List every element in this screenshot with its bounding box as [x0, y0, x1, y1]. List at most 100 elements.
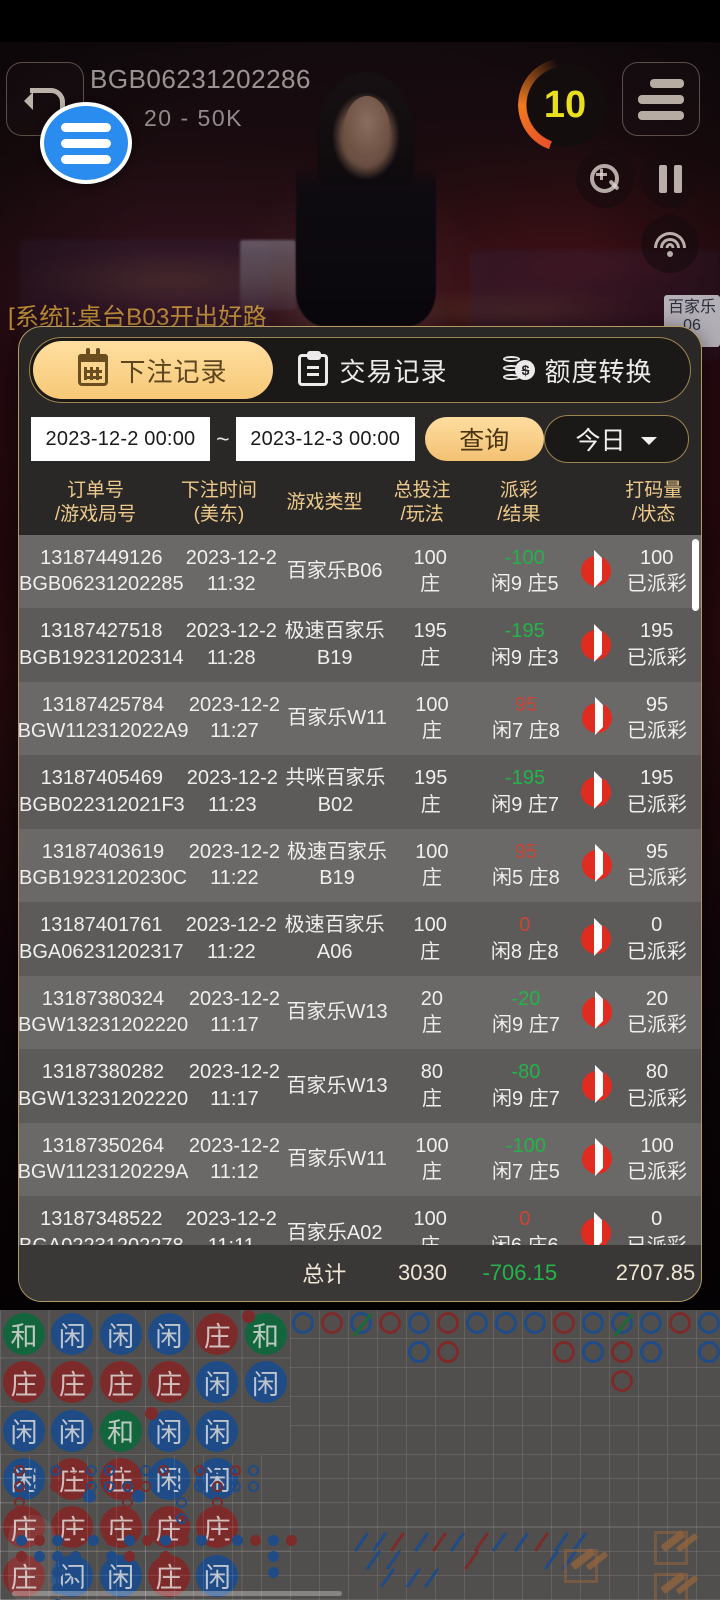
- cell-order: 13187449126 BGB06231202285: [19, 546, 184, 596]
- cockroach-road-mark: [250, 1535, 261, 1546]
- play-replay-icon[interactable]: [580, 556, 611, 587]
- records-list[interactable]: 13187449126 BGB06231202285 2023-12-2 11:32 百…: [19, 534, 701, 1245]
- cockroach-road-mark: [52, 1567, 63, 1578]
- cell-replay[interactable]: [580, 1049, 613, 1123]
- table-row[interactable]: 13187425784 BGW112312022A9 2023-12-2 11:27 百…: [19, 681, 701, 756]
- menu-fab-button[interactable]: [40, 102, 132, 184]
- table-row[interactable]: 13187380282 BGW13231202220 2023-12-2 11:17 百…: [19, 1049, 701, 1123]
- cell-game: 极速百家乐 B19: [284, 620, 385, 669]
- big-road-mark: [669, 1312, 691, 1334]
- table-id-label: BGB06231202286: [90, 64, 311, 94]
- road-hatch-mark: [449, 1532, 466, 1552]
- roadmap-area[interactable]: 和庄闲闲庄庄闲庄闲庄庄闲闲庄和庄庄闲闲庄闲闲庄庄庄闲闲闲庄闲和闲: [0, 1310, 720, 1600]
- table-row[interactable]: 13187350264 BGW1123120229A 2023-12-2 11:12 百…: [19, 1122, 701, 1197]
- cell-replay[interactable]: [579, 535, 612, 609]
- small-road-mark: [50, 1481, 61, 1492]
- roadmap-scrollbar[interactable]: [12, 1591, 342, 1596]
- cell-order: 13187401761 BGA06231202317: [19, 914, 184, 963]
- big-road-mark: [553, 1312, 575, 1334]
- play-replay-icon[interactable]: [580, 923, 611, 954]
- play-replay-icon[interactable]: [581, 1144, 612, 1175]
- cell-payout: -195 闲9 庄7: [491, 767, 560, 816]
- road-hatch-mark: [353, 1532, 370, 1552]
- cell-game: 百家乐A02: [286, 1221, 383, 1244]
- tab-bet-records[interactable]: 下注记录: [33, 341, 273, 399]
- cell-replay[interactable]: [579, 608, 612, 682]
- tab-bet-records-label: 下注记录: [119, 356, 228, 387]
- cockroach-road-mark: [70, 1567, 81, 1578]
- cell-valid: 100 已派彩: [626, 546, 687, 596]
- big-road-mark: [698, 1312, 720, 1334]
- play-replay-icon[interactable]: [581, 776, 612, 807]
- table-row[interactable]: 13187427518 BGB19231202314 2023-12-2 11:28 极…: [19, 608, 701, 682]
- cell-replay[interactable]: [579, 1196, 612, 1245]
- small-road[interactable]: [0, 1455, 720, 1600]
- road-arrow-icon: [650, 1527, 692, 1569]
- records-scrollbar[interactable]: [692, 538, 699, 611]
- cockroach-road[interactable]: [0, 1527, 720, 1600]
- table-row[interactable]: 13187403619 BGB1923120230C 2023-12-2 11:22 极…: [19, 828, 701, 903]
- status-bar: [0, 0, 720, 42]
- bead-cell: 闲: [244, 1361, 287, 1404]
- query-button[interactable]: 查询: [424, 417, 544, 461]
- col-valid-bet: 打码量 /状态: [625, 480, 683, 525]
- cell-replay[interactable]: [580, 755, 613, 829]
- big-road-mark: [379, 1312, 401, 1334]
- cell-replay[interactable]: [580, 682, 613, 756]
- road-hatch-mark: [423, 1568, 440, 1588]
- cell-order: 13187405469 BGB022312021F3: [19, 767, 185, 816]
- date-to-input[interactable]: 2023-12-3 00:00: [235, 417, 415, 461]
- cell-order: 13187427518 BGB19231202314: [19, 620, 184, 669]
- cell-game: 百家乐W13: [286, 1001, 388, 1024]
- menu-button[interactable]: [622, 62, 700, 136]
- col-total-bet: 总投注 /玩法: [393, 480, 451, 525]
- table-row[interactable]: 13187380324 BGW13231202220 2023-12-2 11:17 百…: [19, 975, 701, 1050]
- bead-cell: 和: [99, 1409, 142, 1452]
- play-replay-icon[interactable]: [581, 997, 612, 1028]
- road-hatch-mark: [513, 1532, 530, 1552]
- cell-replay[interactable]: [580, 976, 613, 1050]
- play-replay-icon[interactable]: [581, 1070, 612, 1101]
- zoom-button[interactable]: [576, 150, 634, 208]
- pause-button[interactable]: [641, 150, 699, 208]
- small-road-mark: [86, 1481, 97, 1492]
- table-row[interactable]: 13187449126 BGB06231202285 2023-12-2 11:32 百…: [19, 534, 701, 609]
- big-road-mark: [582, 1341, 604, 1363]
- tab-credit-transfer[interactable]: $ 额度转换: [473, 341, 683, 399]
- road-hatch-mark: [463, 1550, 480, 1570]
- big-road[interactable]: [290, 1310, 720, 1455]
- cell-game: 百家乐W11: [287, 1148, 387, 1171]
- table-row[interactable]: 13187348522BGA022312022782023-12-211:11 百…: [19, 1196, 701, 1245]
- cell-time: 2023-12-2 11:32: [185, 546, 277, 596]
- play-replay-icon[interactable]: [580, 1217, 611, 1245]
- cell-time: 2023-12-2 11:22: [188, 840, 280, 890]
- tab-transaction-records[interactable]: 交易记录: [273, 341, 473, 399]
- clipboard-icon: [298, 351, 329, 386]
- play-replay-icon[interactable]: [580, 629, 611, 660]
- cell-replay[interactable]: [579, 902, 612, 976]
- cell-order: 13187350264 BGW1123120229A: [19, 1134, 189, 1184]
- bead-cell: 闲: [196, 1409, 239, 1452]
- small-road-mark: [194, 1481, 205, 1492]
- wifi-button[interactable]: [641, 215, 699, 273]
- total-payout: -706.15: [482, 1259, 558, 1285]
- big-road-grid: [290, 1310, 720, 1455]
- big-road-mark: [582, 1312, 604, 1334]
- date-range-select[interactable]: 今日: [543, 415, 689, 463]
- table-row[interactable]: 13187401761 BGA06231202317 2023-12-2 11:22 极…: [19, 902, 701, 976]
- small-road-mark: [50, 1465, 61, 1476]
- cell-replay[interactable]: [580, 829, 613, 903]
- cell-replay[interactable]: [580, 1123, 613, 1197]
- small-road-mark: [32, 1465, 43, 1476]
- play-replay-icon[interactable]: [581, 850, 612, 881]
- date-from-input[interactable]: 2023-12-2 00:00: [31, 417, 210, 461]
- table-row[interactable]: 13187405469 BGB022312021F3 2023-12-2 11:23 共…: [19, 755, 701, 829]
- road-hatch-mark: [405, 1568, 422, 1588]
- records-panel: 下注记录 交易记录 $ 额度转换 2023-12-2 00:00 ~ 2023-…: [18, 326, 702, 1302]
- play-replay-icon[interactable]: [581, 703, 612, 734]
- cockroach-road-mark: [268, 1535, 279, 1546]
- cell-order: 13187348522BGA02231202278: [19, 1208, 184, 1244]
- timer-value: 10: [543, 83, 587, 126]
